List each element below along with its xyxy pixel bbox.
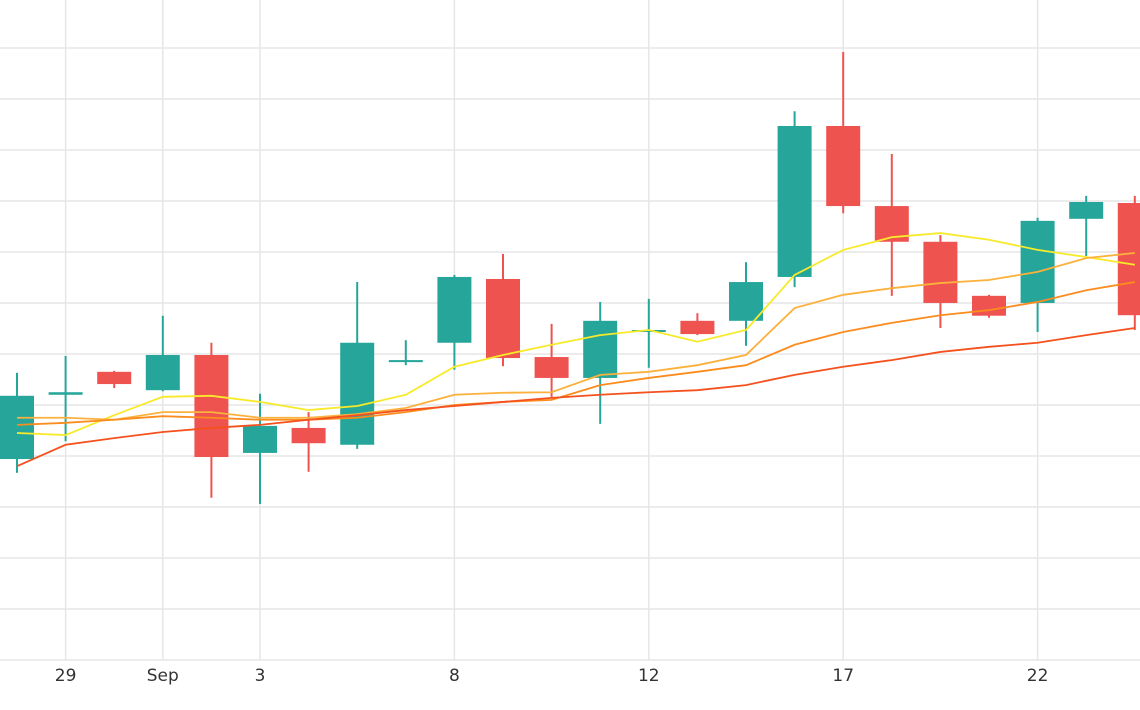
candle-body <box>340 342 375 445</box>
candle-body <box>534 357 569 378</box>
candle-body <box>1069 201 1104 219</box>
candle-body <box>972 295 1006 316</box>
moving-average-line <box>17 252 1135 421</box>
candle-body <box>583 320 618 378</box>
x-tick-label: 8 <box>449 666 460 686</box>
x-tick-label: Sep <box>147 666 179 686</box>
candle-body <box>48 392 83 395</box>
candle-body <box>388 360 423 363</box>
candle-body <box>486 278 520 359</box>
candle-body <box>145 354 180 391</box>
candle-body <box>923 241 958 303</box>
candle-body <box>680 320 715 335</box>
candle-body <box>437 276 472 343</box>
moving-average-line <box>16 327 1135 468</box>
candle-body <box>194 354 229 458</box>
candle-body <box>291 427 326 444</box>
x-tick-label: 3 <box>255 666 266 686</box>
candle-body <box>729 282 763 321</box>
candle-body <box>777 125 812 277</box>
candle-body <box>826 125 861 207</box>
moving-average-line <box>16 281 1135 426</box>
candle-body <box>0 395 34 460</box>
x-tick-label: 17 <box>832 666 854 686</box>
candle-body <box>1117 202 1140 316</box>
candle-body <box>1020 220 1055 303</box>
candle-body <box>243 425 277 453</box>
x-tick-label: 12 <box>638 666 660 686</box>
x-tick-label: 22 <box>1027 666 1049 686</box>
moving-average-line <box>16 232 1135 436</box>
candle-body <box>97 371 132 385</box>
x-tick-label: 29 <box>55 666 77 686</box>
candle-body <box>631 330 666 333</box>
